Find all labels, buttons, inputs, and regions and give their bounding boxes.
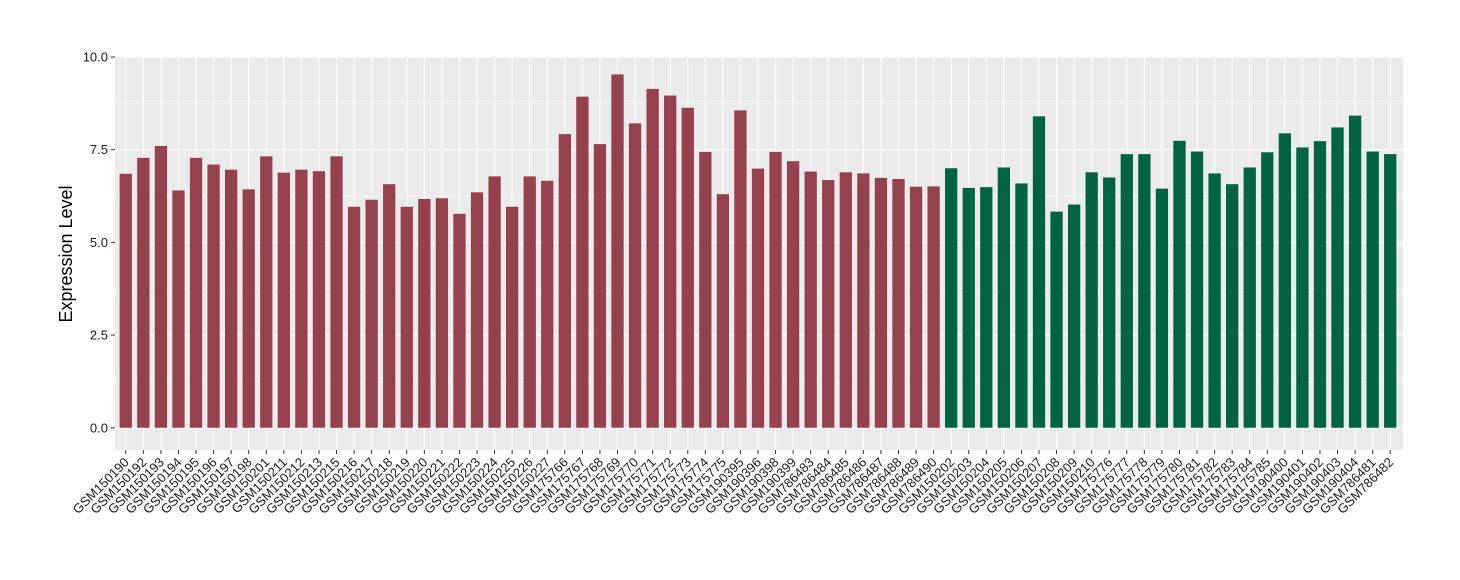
bar (418, 198, 431, 428)
bar (1208, 173, 1221, 428)
bar (593, 144, 607, 428)
bar (189, 157, 203, 428)
bar (277, 172, 290, 428)
bar (1120, 154, 1133, 428)
bar (400, 206, 413, 428)
bar (1015, 183, 1028, 428)
bar (541, 180, 554, 428)
bar (822, 180, 835, 428)
bar (1190, 151, 1204, 428)
bar (892, 178, 905, 428)
bar (576, 96, 589, 428)
y-axis-title: Expression Level (56, 185, 76, 322)
bar (137, 157, 150, 428)
y-tick-label: 2.5 (90, 328, 108, 343)
bar (1296, 147, 1309, 428)
y-axis: 0.0 2.5 5.0 7.5 10.0 (83, 50, 115, 435)
bar (225, 169, 238, 428)
bar (751, 168, 765, 428)
bar (453, 213, 466, 428)
bar (1278, 133, 1291, 428)
bar (1384, 154, 1397, 428)
bar (1050, 211, 1063, 428)
y-tick-label: 5.0 (90, 235, 108, 250)
bar (1366, 151, 1379, 428)
bar (260, 156, 273, 428)
bar (207, 164, 220, 428)
bar (945, 168, 958, 428)
bar (523, 176, 536, 428)
bar (1032, 116, 1046, 428)
bar (154, 145, 168, 428)
bar (734, 110, 747, 428)
bar (646, 88, 659, 428)
bar (804, 171, 817, 428)
bar (119, 173, 132, 428)
y-tick-label: 10.0 (83, 50, 108, 65)
bar (1348, 115, 1362, 428)
bar (470, 192, 484, 428)
bar (997, 167, 1011, 428)
bar (716, 194, 730, 428)
bar (857, 173, 870, 428)
bar (1085, 172, 1098, 428)
bar (1261, 152, 1274, 428)
x-axis: GSM150190GSM150192GSM150193GSM150194GSM1… (70, 450, 1396, 517)
bar (927, 186, 940, 428)
bar (628, 123, 642, 428)
bar (699, 151, 712, 428)
bar (312, 171, 326, 428)
bar (1138, 154, 1151, 428)
bar (330, 156, 343, 428)
bars (119, 74, 1397, 428)
bar (1067, 204, 1081, 428)
bar (839, 172, 852, 428)
y-tick-label: 0.0 (90, 420, 108, 435)
bar (1313, 141, 1327, 428)
bar (172, 190, 185, 428)
bar (681, 107, 694, 428)
bar (365, 199, 378, 428)
bar (786, 161, 800, 428)
bar (347, 206, 361, 428)
bar (1331, 127, 1344, 428)
bar (611, 74, 624, 428)
y-tick-label: 7.5 (90, 142, 108, 157)
bar (874, 177, 888, 428)
bar (1155, 188, 1169, 428)
bar (488, 176, 501, 428)
bar (242, 189, 255, 428)
bar (1103, 177, 1116, 428)
bar (505, 206, 519, 428)
bar (383, 184, 396, 428)
bar (664, 95, 677, 428)
bar (1173, 140, 1186, 428)
bar (558, 134, 571, 428)
bar (1226, 184, 1239, 428)
bar (295, 169, 308, 428)
bar (435, 198, 449, 428)
bar (1243, 167, 1256, 428)
bar (909, 186, 923, 428)
bar (962, 187, 975, 428)
bar (980, 187, 993, 428)
bar (769, 151, 782, 428)
